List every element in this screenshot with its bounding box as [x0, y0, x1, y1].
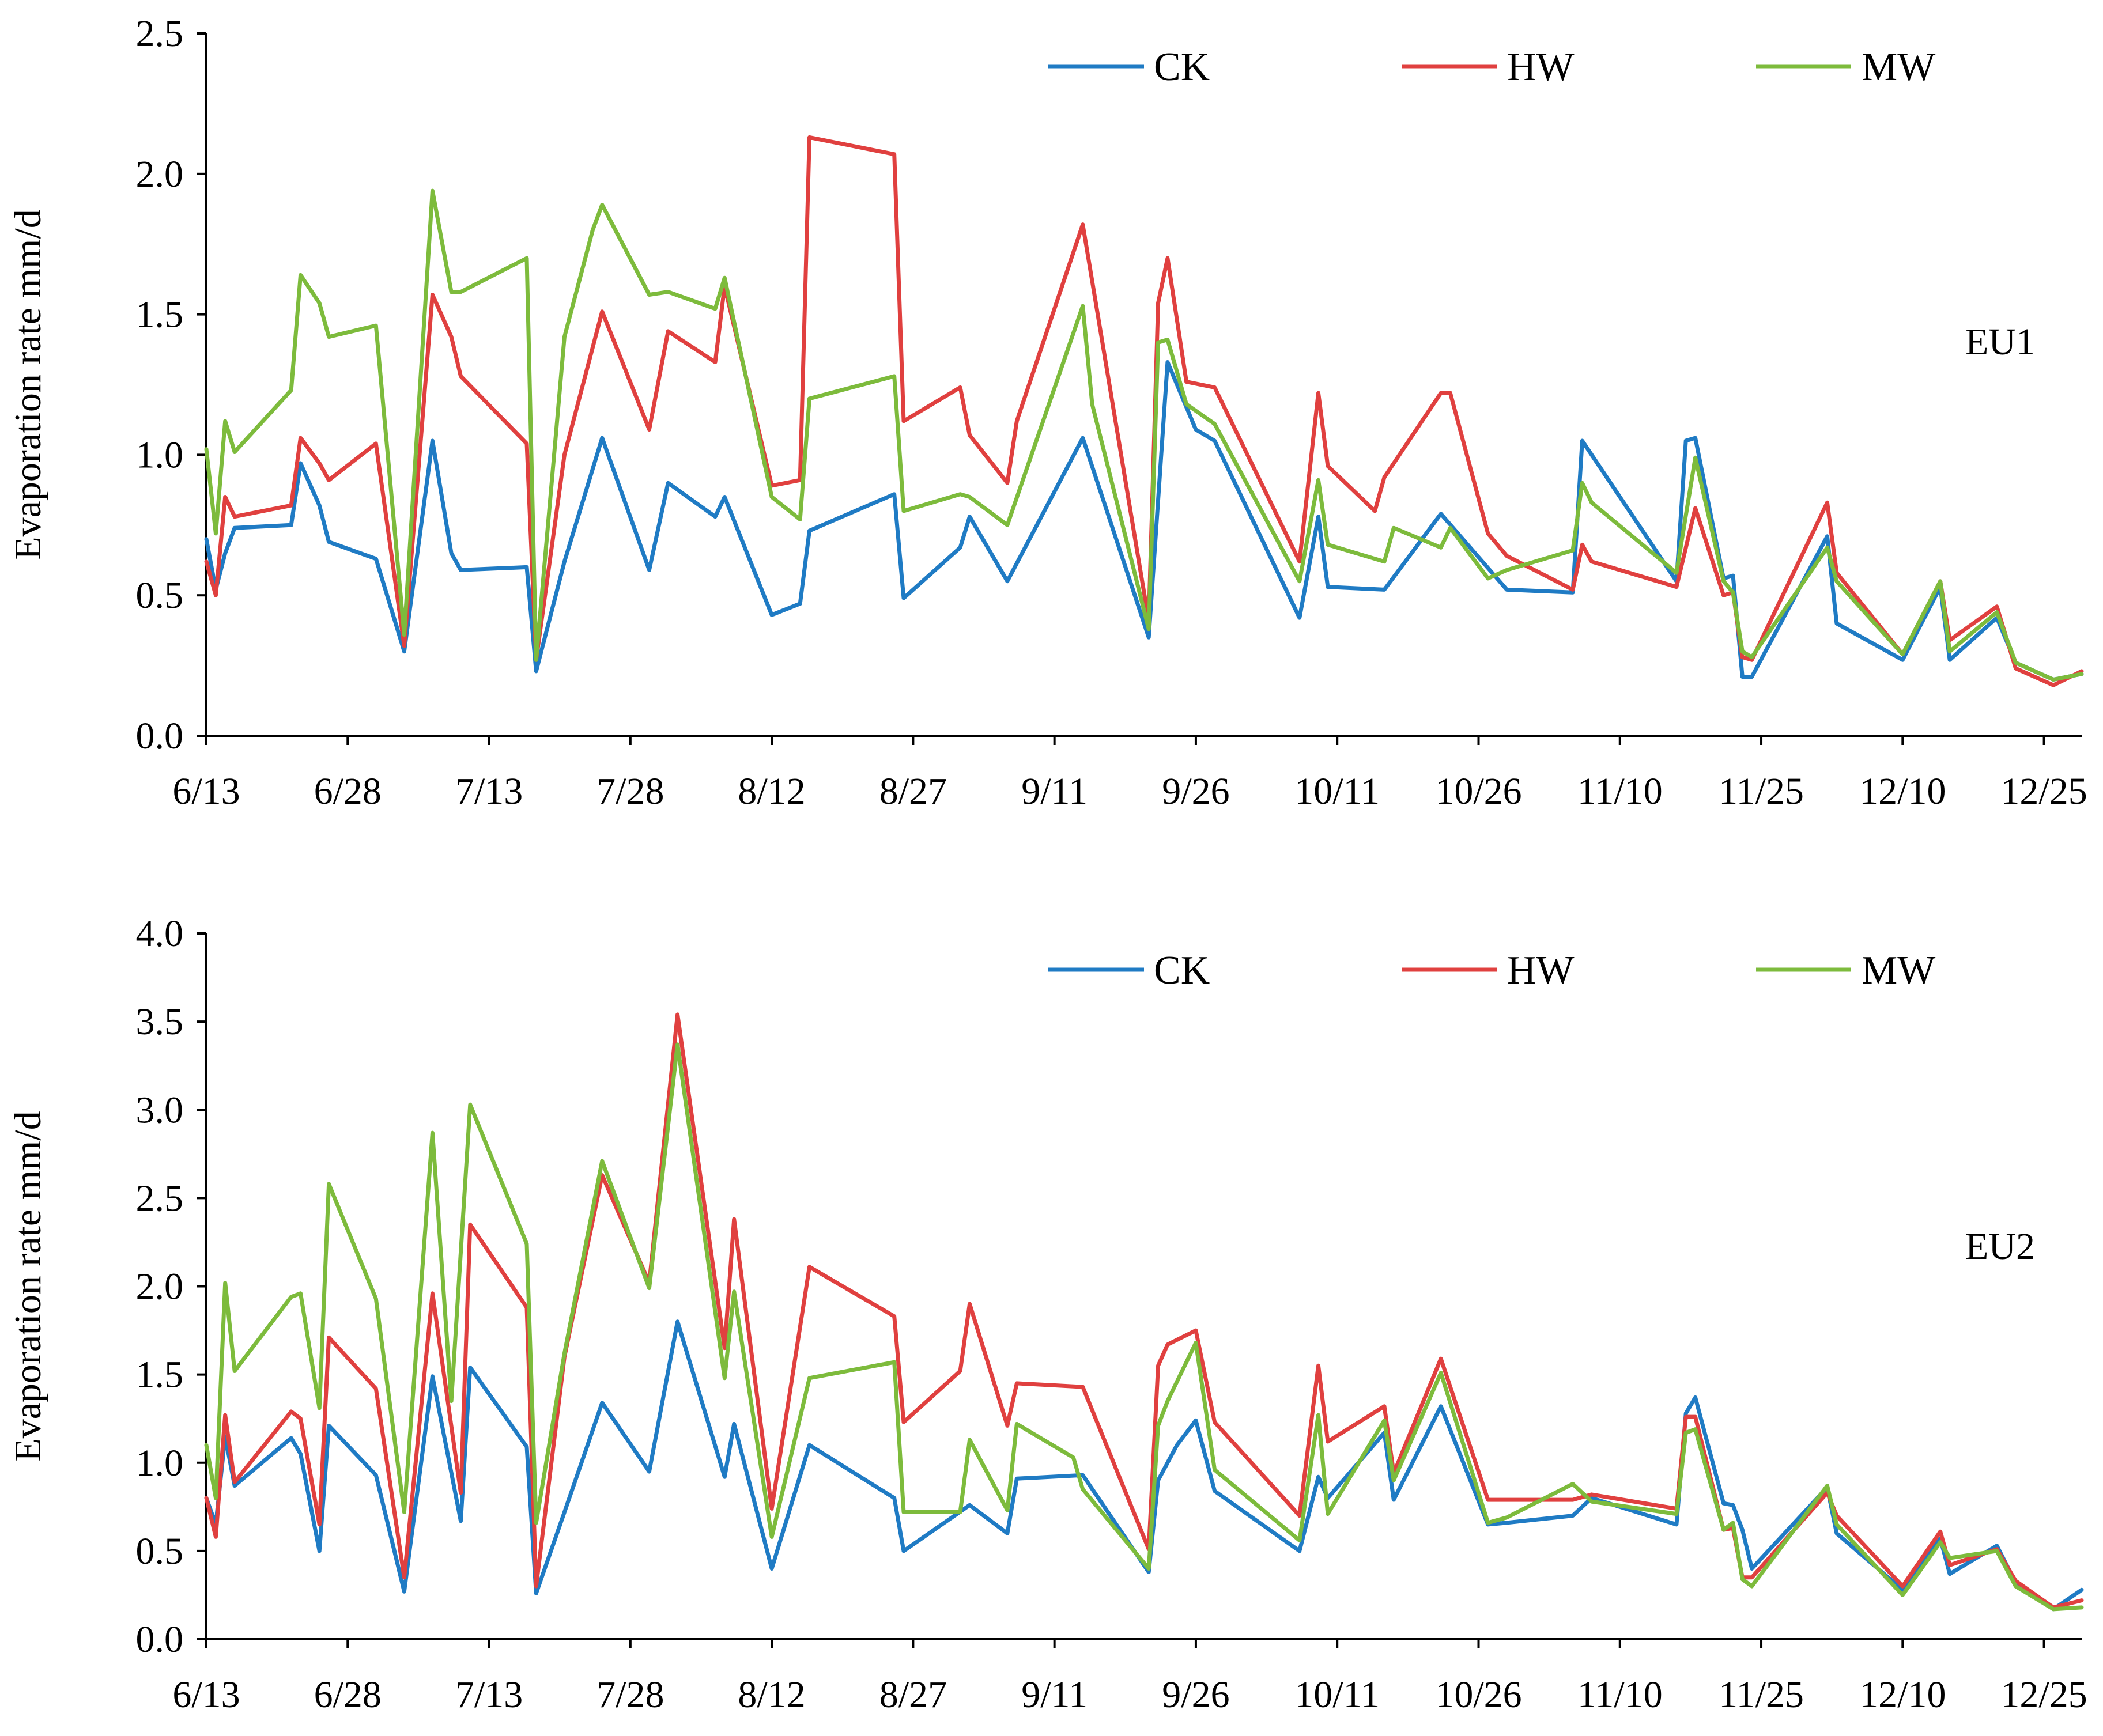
y-tick-label: 2.5 [136, 13, 184, 55]
x-tick-label: 10/11 [1294, 1674, 1380, 1716]
x-tick-label: 10/11 [1294, 770, 1380, 812]
x-tick-label: 9/26 [1162, 1674, 1229, 1716]
x-tick-label: 6/13 [172, 770, 240, 812]
x-tick-label: 7/13 [455, 770, 523, 812]
y-tick-label: 2.0 [136, 153, 184, 195]
y-tick-label: 2.5 [136, 1177, 184, 1219]
x-tick-label: 12/25 [2000, 1674, 2087, 1716]
x-tick-label: 8/27 [879, 770, 947, 812]
x-tick-label: 11/25 [1719, 1674, 1804, 1716]
y-tick-label: 0.0 [136, 715, 184, 757]
x-tick-label: 7/28 [596, 1674, 664, 1716]
y-axis-title: Evaporation rate mm/d [7, 209, 49, 559]
x-tick-label: 7/13 [455, 1674, 523, 1716]
x-tick-label: 12/25 [2000, 770, 2087, 812]
y-tick-label: 4.0 [136, 913, 184, 955]
x-tick-label: 11/25 [1719, 770, 1804, 812]
y-tick-label: 3.0 [136, 1089, 184, 1131]
x-tick-label: 12/10 [1859, 770, 1946, 812]
x-tick-label: 8/12 [738, 1674, 805, 1716]
x-tick-label: 9/11 [1021, 770, 1088, 812]
x-tick-label: 7/28 [596, 770, 664, 812]
x-tick-label: 11/10 [1577, 770, 1663, 812]
x-tick-label: 9/11 [1021, 1674, 1088, 1716]
panel-label: EU2 [1965, 1226, 2035, 1268]
legend-label-hw: HW [1507, 45, 1575, 89]
y-tick-label: 1.5 [136, 294, 184, 336]
series-line-mw [204, 188, 2084, 682]
y-tick-label: 0.0 [136, 1618, 184, 1661]
y-tick-label: 3.5 [136, 1001, 184, 1043]
legend-label-hw: HW [1507, 948, 1575, 993]
series-line-ck [204, 360, 2084, 682]
legend-label-mw: MW [1862, 45, 1935, 89]
x-tick-label: 6/28 [314, 770, 382, 812]
y-tick-label: 1.0 [136, 434, 184, 476]
y-tick-label: 0.5 [136, 1530, 184, 1572]
panel-label: EU1 [1965, 321, 2035, 363]
x-tick-label: 8/27 [879, 1674, 947, 1716]
y-tick-label: 1.0 [136, 1442, 184, 1484]
x-tick-label: 10/26 [1435, 1674, 1521, 1716]
x-tick-label: 6/28 [314, 1674, 382, 1716]
x-tick-label: 9/26 [1162, 770, 1229, 812]
legend-label-ck: CK [1154, 45, 1210, 89]
panel-eu1: 0.0 0.5 1.0 1.5 2.0 2.5 6/13 6/28 7/13 7/28 8/12 8/… [7, 13, 2087, 812]
y-tick-label: 1.5 [136, 1354, 184, 1396]
x-tick-label: 8/12 [738, 770, 805, 812]
y-axis-title: Evaporation rate mm/d [7, 1111, 49, 1461]
x-tick-label: 10/26 [1435, 770, 1521, 812]
x-tick-label: 11/10 [1577, 1674, 1663, 1716]
panel-eu2: 0.0 0.5 1.0 1.5 2.0 2.5 3.0 3.5 4.0 6/13 6/28 7/13 7… [7, 913, 2087, 1716]
y-tick-label: 2.0 [136, 1266, 184, 1308]
x-tick-label: 6/13 [172, 1674, 240, 1716]
y-tick-label: 0.5 [136, 574, 184, 617]
x-tick-label: 12/10 [1859, 1674, 1946, 1716]
series-line-mw [204, 1042, 2084, 1612]
legend-label-ck: CK [1154, 948, 1210, 993]
legend-label-mw: MW [1862, 948, 1935, 993]
